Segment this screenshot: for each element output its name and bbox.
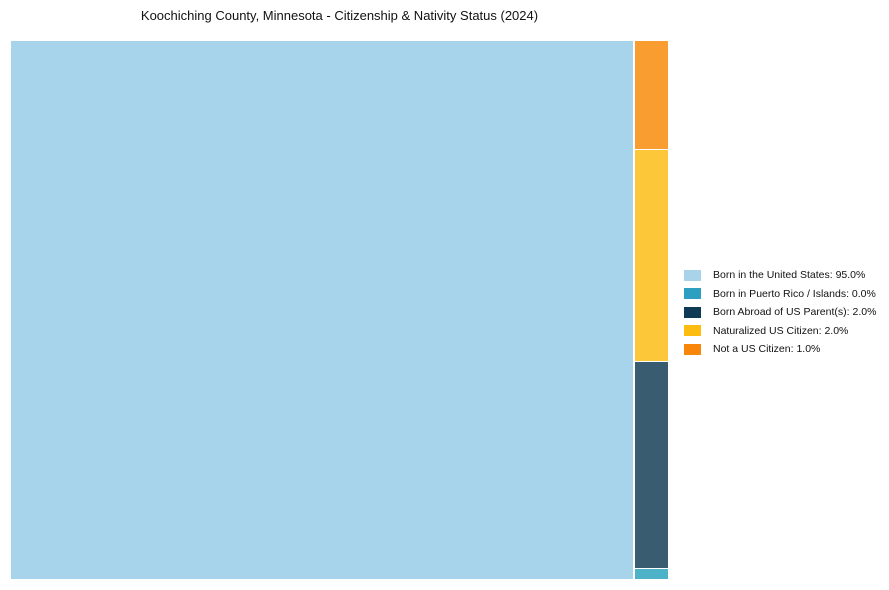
legend-label: Not a US Citizen: 1.0% (713, 343, 821, 356)
legend-item-born-abroad-of-us-parent-s: Born Abroad of US Parent(s): 2.0% (684, 303, 876, 322)
legend-item-born-in-puerto-rico-islands: Born in Puerto Rico / Islands: 0.0% (684, 285, 876, 304)
legend-label: Naturalized US Citizen: 2.0% (713, 324, 849, 337)
legend-item-born-in-the-united-states: Born in the United States: 95.0% (684, 266, 876, 285)
legend-swatch-icon (684, 269, 701, 281)
legend-swatch-icon (684, 325, 701, 337)
legend-label: Born in Puerto Rico / Islands: 0.0% (713, 287, 876, 300)
legend-swatch-icon (684, 343, 701, 355)
legend-swatch-icon (684, 288, 701, 300)
treemap-segment-born-abroad-of-us-parent-s (635, 362, 668, 568)
treemap-segment-born-in-puerto-rico-islands (635, 569, 668, 579)
legend-label: Born in the United States: 95.0% (713, 269, 866, 282)
legend-item-not-a-us-citizen: Not a US Citizen: 1.0% (684, 340, 876, 359)
treemap-segment-not-a-us-citizen (635, 41, 668, 149)
treemap-segment-born-in-the-united-states (11, 41, 633, 579)
legend-label: Born Abroad of US Parent(s): 2.0% (713, 306, 877, 319)
legend-item-naturalized-us-citizen: Naturalized US Citizen: 2.0% (684, 322, 876, 341)
treemap-segment-naturalized-us-citizen (635, 150, 668, 361)
legend: Born in the United States: 95.0% Born in … (684, 266, 876, 359)
chart-title: Koochiching County, Minnesota - Citizens… (140, 8, 539, 23)
legend-swatch-icon (684, 306, 701, 318)
